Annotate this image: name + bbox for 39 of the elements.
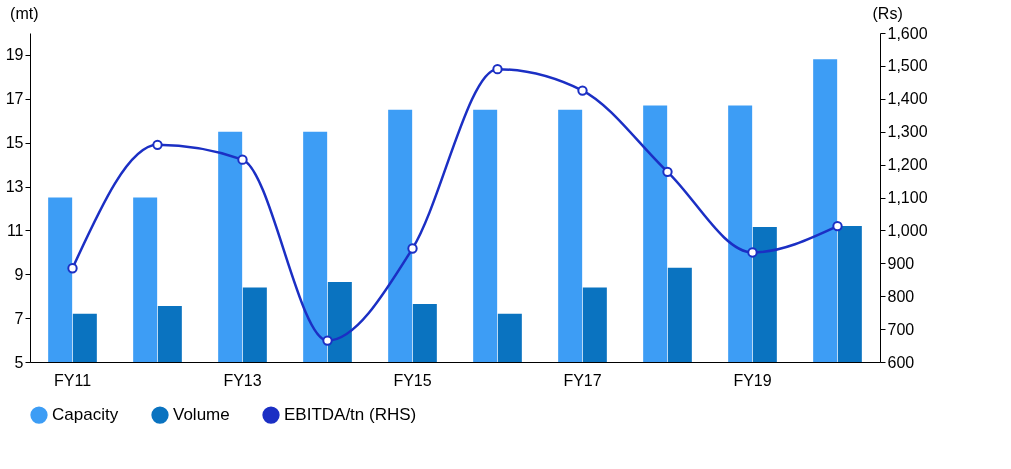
y-tick-label: 13	[5, 178, 24, 196]
point	[67, 263, 78, 274]
y-tick-label: 15	[5, 134, 24, 152]
point	[662, 166, 673, 178]
y-tick-label: 7	[14, 309, 24, 327]
y2-tick-label: 700	[887, 320, 915, 338]
x-tick-label: FY15	[393, 371, 432, 389]
point	[747, 247, 758, 258]
y2-tick-label: 800	[887, 287, 915, 305]
point	[152, 139, 163, 151]
x-tick-label: FY13	[223, 371, 262, 389]
y2-tick-label: 1,400	[887, 90, 928, 108]
x-tick-label: FY11	[53, 371, 92, 389]
y-tick-label: 17	[5, 90, 24, 108]
y2-tick-label: 1,000	[887, 221, 928, 239]
point	[322, 335, 333, 346]
y2-tick-label: 1,200	[887, 156, 928, 174]
legend-label: Volume	[173, 405, 230, 425]
y-axis-title: (mt)	[10, 4, 39, 22]
point	[577, 85, 588, 96]
legend-label: EBITDA/tn (RHS)	[284, 405, 417, 425]
y2-axis-title: (Rs)	[872, 4, 903, 22]
point	[832, 220, 843, 232]
y2-tick-label: 1,100	[887, 189, 928, 206]
x-tick-label: FY19	[733, 371, 772, 389]
point	[407, 243, 418, 254]
point	[492, 64, 503, 75]
point	[237, 154, 248, 165]
y2-tick-label: 1,600	[887, 24, 928, 42]
y-tick-label: 9	[14, 265, 24, 283]
legend-label: Capacity	[52, 405, 119, 425]
y2-tick-label: 1,500	[887, 57, 928, 75]
y-tick-label: 11	[6, 221, 24, 239]
y-tick-label: 19	[5, 46, 24, 64]
y2-tick-label: 1,300	[887, 123, 928, 141]
y2-tick-label: 900	[887, 254, 915, 272]
x-tick-label: FY17	[563, 371, 602, 389]
y-tick-label: 5	[14, 353, 24, 371]
y2-tick-label: 600	[887, 353, 915, 371]
